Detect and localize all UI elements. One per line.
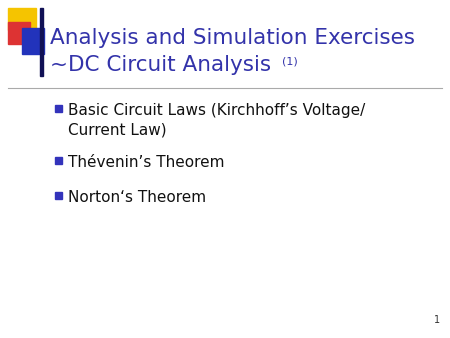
Bar [8, 8, 36, 30]
Text: Norton‘s Theorem: Norton‘s Theorem [68, 190, 206, 205]
Bar [55, 157, 62, 164]
Bar [40, 8, 43, 76]
Bar [55, 105, 62, 112]
Text: (1): (1) [282, 57, 298, 67]
Bar [8, 22, 30, 44]
Bar [55, 192, 62, 199]
Text: Thévenin’s Theorem: Thévenin’s Theorem [68, 155, 225, 170]
Bar [22, 28, 44, 54]
Text: ~DC Circuit Analysis: ~DC Circuit Analysis [50, 55, 271, 75]
Text: 1: 1 [434, 315, 440, 325]
Text: Analysis and Simulation Exercises: Analysis and Simulation Exercises [50, 28, 415, 48]
Text: Basic Circuit Laws (Kirchhoff’s Voltage/
Current Law): Basic Circuit Laws (Kirchhoff’s Voltage/… [68, 103, 365, 138]
